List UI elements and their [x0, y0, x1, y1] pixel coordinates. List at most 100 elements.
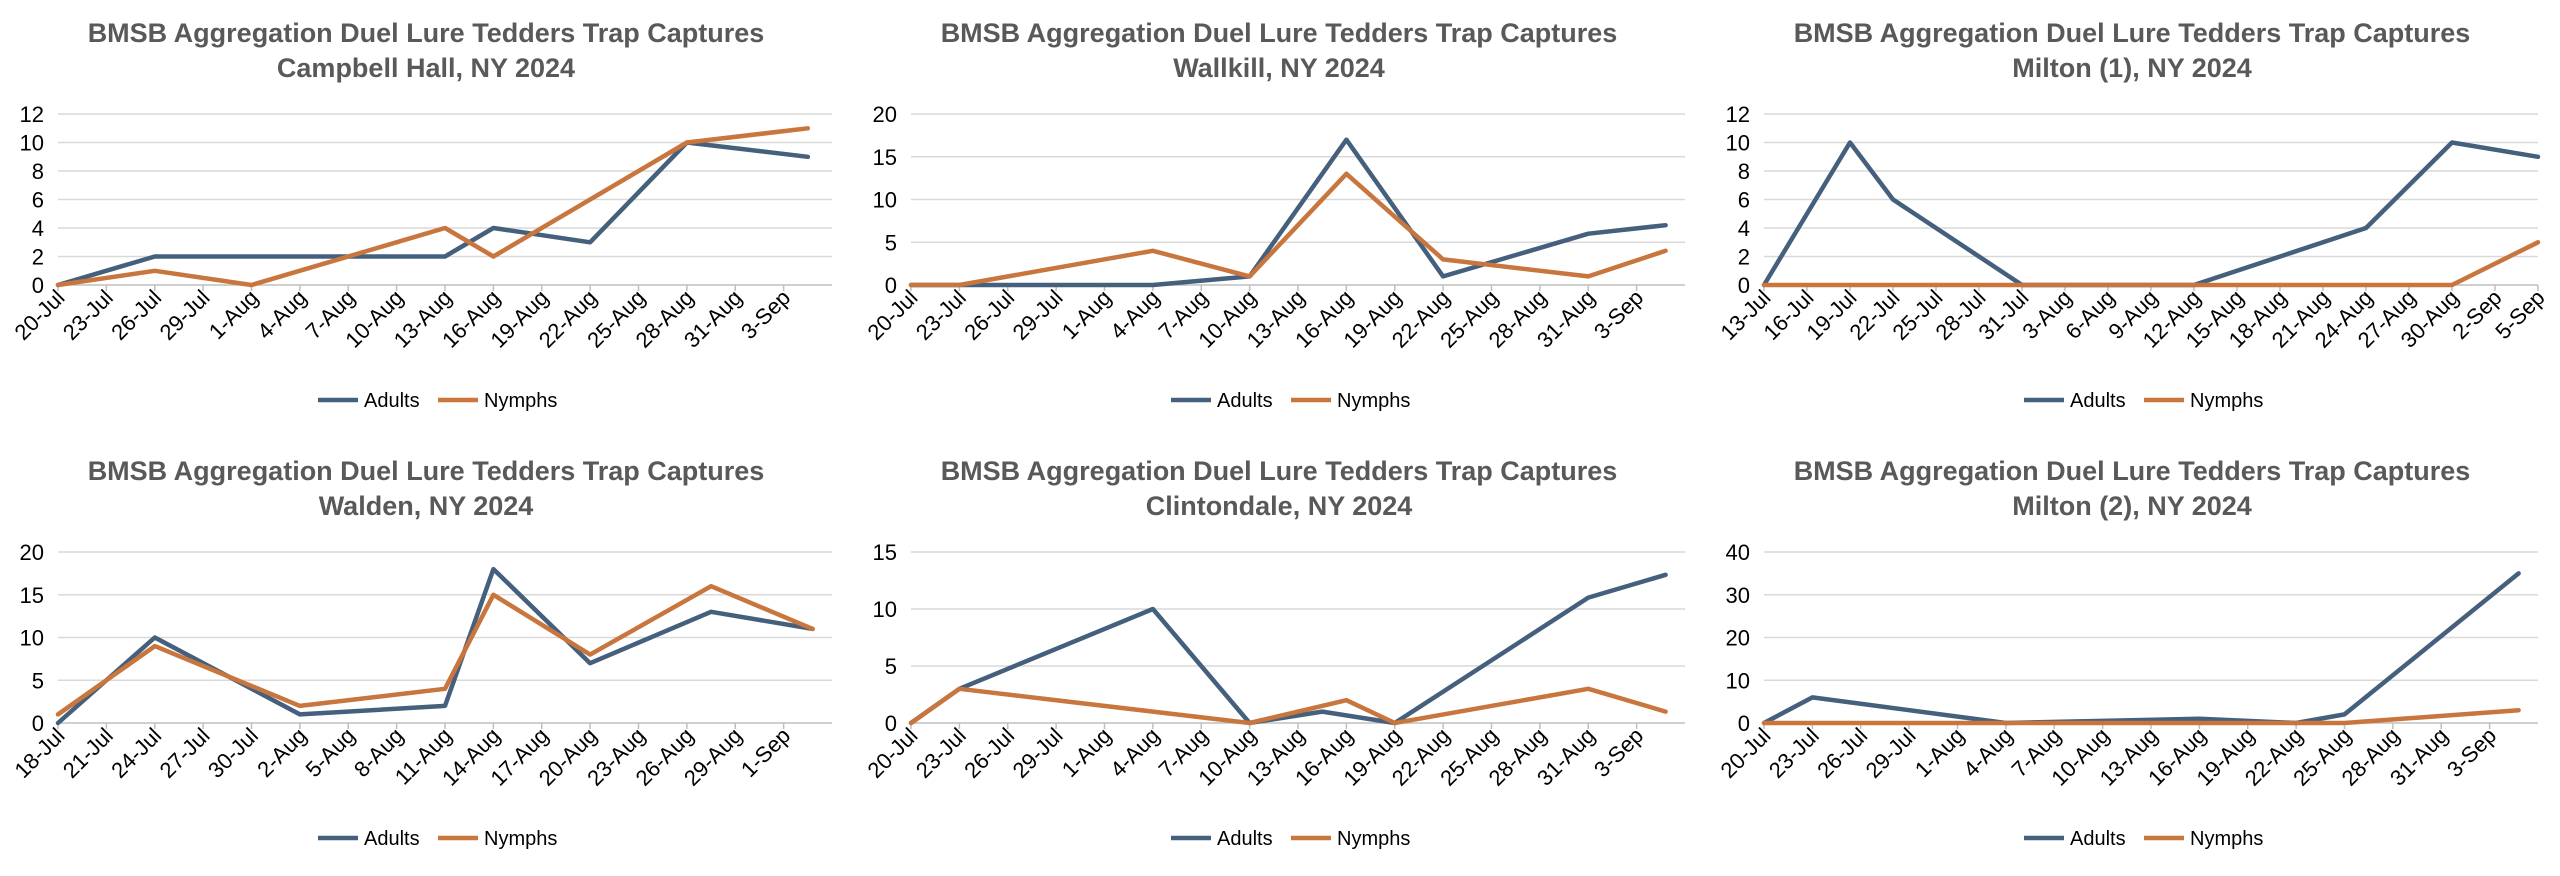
chart-subtitle: Milton (2), NY 2024	[2012, 491, 2252, 521]
chart-subtitle: Campbell Hall, NY 2024	[277, 53, 575, 83]
y-tick-label: 6	[1738, 188, 1750, 213]
y-tick-label: 4	[1738, 216, 1750, 241]
x-tick-label: 5-Sep	[2490, 285, 2549, 344]
chart-title: BMSB Aggregation Duel Lure Tedders Trap …	[1794, 18, 2471, 48]
chart-subtitle: Wallkill, NY 2024	[1173, 53, 1385, 83]
x-tick-label: 6-Aug	[2060, 285, 2119, 344]
x-tick-label: 4-Aug	[1105, 285, 1164, 344]
y-tick-label: 40	[1726, 540, 1750, 565]
chart-title: BMSB Aggregation Duel Lure Tedders Trap …	[1794, 456, 2471, 486]
y-tick-label: 5	[885, 654, 897, 679]
y-tick-label: 10	[1726, 131, 1750, 156]
chart-clintondale: BMSB Aggregation Duel Lure Tedders Trap …	[853, 438, 1706, 876]
chart-walden-svg: BMSB Aggregation Duel Lure Tedders Trap …	[9, 456, 832, 850]
y-tick-label: 6	[32, 188, 44, 213]
y-tick-label: 20	[873, 102, 897, 127]
chart-subtitle: Walden, NY 2024	[319, 491, 534, 521]
y-tick-label: 12	[20, 102, 44, 127]
x-tick-label: 29-Jul	[1008, 723, 1068, 783]
x-tick-label: 3-Sep	[1589, 285, 1648, 344]
series-line-nymphs	[55, 126, 811, 288]
legend-label-nymphs: Nymphs	[484, 390, 557, 412]
series-line-adults	[1761, 571, 2521, 726]
legend-label-adults: Adults	[364, 828, 420, 850]
x-tick-label: 31-Jul	[1973, 285, 2033, 345]
x-tick-label: 1-Aug	[1910, 723, 1969, 782]
chart-subtitle: Clintondale, NY 2024	[1146, 491, 1413, 521]
x-tick-label: 3-Aug	[2017, 285, 2076, 344]
legend-label-nymphs: Nymphs	[2190, 828, 2263, 850]
legend-label-adults: Adults	[2070, 828, 2126, 850]
x-tick-label: 29-Jul	[1008, 285, 1068, 345]
x-tick-label: 3-Sep	[2442, 723, 2501, 782]
chart-milton-1-svg: BMSB Aggregation Duel Lure Tedders Trap …	[1715, 18, 2549, 412]
series-line-adults	[908, 572, 1668, 726]
series-line-adults	[908, 137, 1668, 288]
x-tick-label: 1-Aug	[1057, 285, 1116, 344]
y-tick-label: 30	[1726, 583, 1750, 608]
y-tick-label: 10	[20, 626, 44, 651]
y-tick-label: 0	[32, 273, 44, 298]
y-tick-label: 12	[1726, 102, 1750, 127]
y-tick-label: 10	[1726, 668, 1750, 693]
series-line-nymphs	[908, 171, 1668, 288]
chart-walden: BMSB Aggregation Duel Lure Tedders Trap …	[0, 438, 853, 876]
x-tick-label: 29-Jul	[1861, 723, 1921, 783]
y-tick-label: 5	[32, 668, 44, 693]
y-tick-label: 20	[20, 540, 44, 565]
y-tick-label: 0	[32, 711, 44, 736]
y-tick-label: 10	[20, 131, 44, 156]
x-tick-label: 5-Aug	[301, 723, 360, 782]
x-tick-label: 30-Jul	[203, 723, 263, 783]
x-tick-label: 3-Sep	[1589, 723, 1648, 782]
x-tick-label: 23-Jul	[911, 285, 971, 345]
legend-label-adults: Adults	[1217, 828, 1273, 850]
legend-label-nymphs: Nymphs	[2190, 390, 2263, 412]
y-tick-label: 15	[20, 583, 44, 608]
x-tick-label: 23-Jul	[1764, 723, 1824, 783]
x-tick-label: 2-Aug	[252, 723, 311, 782]
y-tick-label: 8	[32, 159, 44, 184]
y-tick-label: 10	[873, 597, 897, 622]
chart-title: BMSB Aggregation Duel Lure Tedders Trap …	[941, 456, 1618, 486]
x-tick-label: 23-Jul	[58, 285, 118, 345]
chart-title: BMSB Aggregation Duel Lure Tedders Trap …	[88, 456, 765, 486]
y-tick-label: 0	[885, 273, 897, 298]
chart-clintondale-svg: BMSB Aggregation Duel Lure Tedders Trap …	[862, 456, 1685, 850]
x-tick-label: 1-Aug	[204, 285, 263, 344]
x-tick-label: 26-Jul	[1812, 723, 1872, 783]
x-tick-label: 26-Jul	[106, 285, 166, 345]
y-tick-label: 5	[885, 230, 897, 255]
chart-milton-2: BMSB Aggregation Duel Lure Tedders Trap …	[1706, 438, 2559, 876]
series-line-nymphs	[908, 686, 1668, 726]
y-tick-label: 15	[873, 145, 897, 170]
legend-label-nymphs: Nymphs	[1337, 828, 1410, 850]
chart-title: BMSB Aggregation Duel Lure Tedders Trap …	[941, 18, 1618, 48]
chart-campbell-hall: BMSB Aggregation Duel Lure Tedders Trap …	[0, 0, 853, 438]
y-tick-label: 20	[1726, 626, 1750, 651]
chart-campbell-hall-svg: BMSB Aggregation Duel Lure Tedders Trap …	[9, 18, 832, 412]
y-tick-label: 0	[885, 711, 897, 736]
x-tick-label: 2-Sep	[2447, 285, 2506, 344]
x-tick-label: 4-Aug	[252, 285, 311, 344]
series-line-nymphs	[1761, 707, 2521, 726]
series-line-nymphs	[55, 583, 815, 717]
chart-milton-2-svg: BMSB Aggregation Duel Lure Tedders Trap …	[1715, 456, 2538, 850]
legend-label-adults: Adults	[364, 390, 420, 412]
x-tick-label: 1-Sep	[736, 723, 795, 782]
x-tick-label: 21-Jul	[58, 723, 118, 783]
x-tick-label: 26-Jul	[959, 723, 1019, 783]
series-line-adults	[55, 140, 811, 288]
chart-wallkill: BMSB Aggregation Duel Lure Tedders Trap …	[853, 0, 1706, 438]
legend-label-adults: Adults	[1217, 390, 1273, 412]
series-line-adults	[1761, 140, 2541, 288]
legend-label-nymphs: Nymphs	[484, 828, 557, 850]
x-tick-label: 27-Jul	[155, 723, 215, 783]
series-line-nymphs	[1761, 240, 2541, 288]
x-tick-label: 23-Jul	[911, 723, 971, 783]
y-tick-label: 0	[1738, 711, 1750, 736]
y-tick-label: 10	[873, 188, 897, 213]
x-tick-label: 29-Jul	[155, 285, 215, 345]
x-tick-label: 4-Aug	[1105, 723, 1164, 782]
chart-subtitle: Milton (1), NY 2024	[2012, 53, 2252, 83]
